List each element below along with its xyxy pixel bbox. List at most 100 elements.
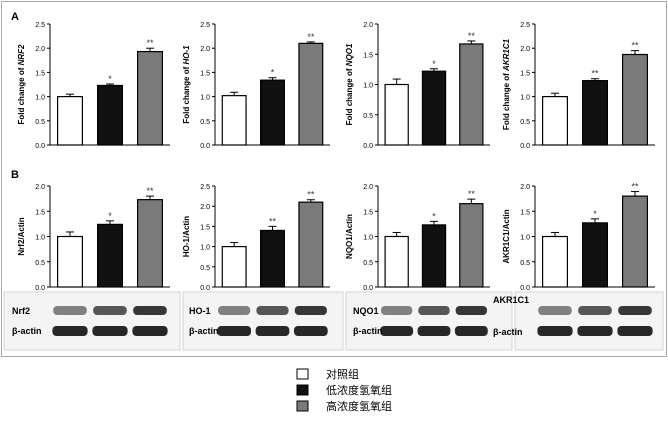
- protein-band: [538, 306, 572, 315]
- y-tick-label: 1.5: [520, 209, 530, 216]
- y-axis-label: NQO1/Actin: [345, 214, 354, 259]
- protein-band: [380, 306, 413, 315]
- protein-band: [133, 306, 167, 315]
- protein-band: [578, 306, 612, 315]
- blot-4: AKR1C1 β-actin: [493, 291, 664, 351]
- significance-mark: *: [271, 68, 275, 78]
- bar-2: [421, 224, 447, 288]
- y-tick-label: 0.0: [35, 285, 45, 292]
- blot-panel: [345, 291, 513, 351]
- y-tick-label: 1.5: [363, 52, 373, 59]
- legend-swatch-1: [296, 368, 309, 380]
- actin-band: [417, 326, 451, 336]
- bar-3: [621, 195, 648, 288]
- blot-label-actin: β-actin: [353, 326, 383, 336]
- actin-band: [217, 326, 252, 336]
- blot-2: HO-1 β-actin: [182, 291, 344, 351]
- bar-2: [96, 84, 123, 146]
- blot-3: NQO1 β-actin: [345, 291, 513, 351]
- blot-label-target: NQO1: [353, 306, 379, 316]
- protein-band: [218, 306, 251, 315]
- protein-band: [294, 306, 327, 315]
- y-tick-label: 0.0: [363, 143, 373, 150]
- y-tick-label: 0.0: [35, 143, 45, 150]
- bar-3: [137, 50, 164, 146]
- y-tick-label: 2.5: [200, 22, 210, 29]
- legend-label-3: 高浓度氢氧组: [326, 399, 392, 413]
- bar-1: [384, 83, 409, 146]
- y-tick-label: 1.5: [200, 224, 210, 231]
- bar-2: [421, 70, 447, 146]
- y-tick-label: 2.0: [363, 22, 373, 29]
- bar-3: [298, 201, 324, 288]
- y-tick-label: 0.0: [520, 285, 530, 292]
- panel-label-b: B: [11, 169, 19, 181]
- significance-mark: **: [468, 189, 476, 199]
- bar-1: [541, 235, 568, 288]
- y-tick-label: 0.5: [35, 119, 45, 126]
- bar-2: [260, 79, 285, 146]
- y-axis-label: Nrf2/Actin: [17, 217, 26, 255]
- y-axis-label: Fold change of AKR1C1: [502, 38, 511, 130]
- y-tick-label: 1.5: [520, 70, 530, 77]
- y-axis-label: AKR1C1/Actin: [502, 209, 511, 263]
- bar-3: [137, 199, 164, 288]
- bar-3: [459, 43, 484, 146]
- significance-mark: **: [468, 31, 476, 41]
- bar-1: [541, 95, 568, 146]
- protein-band: [418, 306, 450, 315]
- y-tick-label: 1.0: [200, 95, 210, 102]
- blot-panel: [514, 291, 664, 351]
- blot-label-actin: β-actin: [493, 327, 523, 337]
- actin-band: [255, 326, 290, 336]
- significance-mark: **: [631, 182, 639, 192]
- actin-band: [92, 326, 128, 336]
- y-tick-label: 1.0: [520, 235, 530, 242]
- y-tick-label: 2.0: [35, 184, 45, 191]
- y-tick-label: 2.0: [200, 46, 210, 53]
- significance-mark: **: [146, 38, 154, 48]
- y-tick-label: 1.0: [363, 235, 373, 242]
- significance-mark: **: [307, 190, 315, 200]
- bar-3: [298, 42, 324, 146]
- bar-3: [459, 203, 484, 288]
- actin-band: [454, 326, 488, 336]
- actin-band: [380, 326, 414, 336]
- actin-band: [52, 326, 88, 336]
- bar-1: [221, 246, 247, 288]
- y-tick-label: 0.5: [200, 265, 210, 272]
- y-tick-label: 0.0: [363, 285, 373, 292]
- y-tick-label: 1.5: [200, 70, 210, 77]
- blot-label-target: Nrf2: [12, 306, 30, 316]
- protein-band: [93, 306, 127, 315]
- significance-mark: *: [432, 211, 436, 221]
- bar-1: [221, 95, 247, 146]
- y-tick-label: 2.0: [363, 184, 373, 191]
- protein-band: [256, 306, 289, 315]
- legend-label-2: 低浓度氢氧组: [326, 383, 392, 397]
- actin-band: [132, 326, 168, 336]
- y-axis-label: Fold change of HO-1: [182, 45, 191, 124]
- y-tick-label: 0.0: [200, 285, 210, 292]
- y-tick-label: 0.5: [520, 260, 530, 267]
- actin-band: [537, 326, 573, 336]
- bar-2: [581, 222, 608, 288]
- significance-mark: *: [108, 74, 112, 84]
- protein-band: [618, 306, 652, 315]
- blot-label-target: AKR1C1: [493, 295, 529, 305]
- y-tick-label: 0.5: [35, 260, 45, 267]
- y-tick-label: 1.5: [35, 209, 45, 216]
- actin-band: [293, 326, 328, 336]
- y-tick-label: 0.5: [200, 119, 210, 126]
- y-axis-label: HO-1/Actin: [182, 216, 191, 257]
- y-tick-label: 0.5: [363, 260, 373, 267]
- y-tick-label: 2.0: [520, 46, 530, 53]
- y-tick-label: 1.0: [200, 245, 210, 252]
- y-axis-label: Fold change of NRF2: [17, 44, 26, 125]
